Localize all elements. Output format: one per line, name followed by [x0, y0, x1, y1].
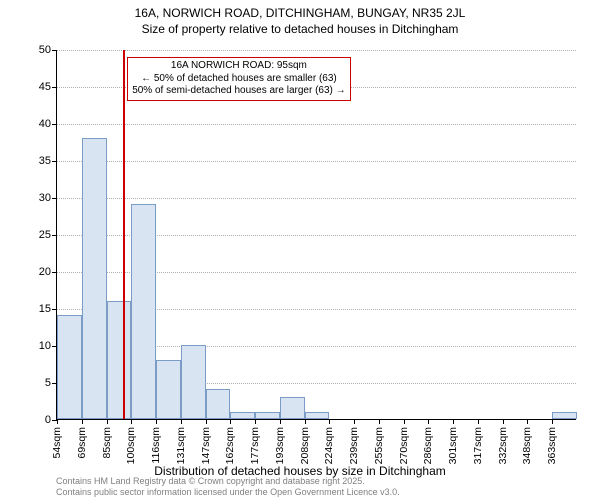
x-tick-mark [156, 419, 157, 424]
chart-area: 0510152025303540455054sqm69sqm85sqm100sq… [56, 50, 576, 420]
y-tick-mark [52, 198, 57, 199]
histogram-bar [552, 412, 577, 419]
annotation-box: 16A NORWICH ROAD: 95sqm← 50% of detached… [127, 57, 350, 101]
histogram-bar [305, 412, 330, 419]
x-tick-label: 116sqm [150, 427, 162, 464]
x-tick-label: 69sqm [76, 427, 88, 459]
x-tick-label: 348sqm [521, 427, 533, 464]
x-tick-mark [379, 419, 380, 424]
y-tick-label: 30 [39, 192, 51, 204]
x-tick-mark [478, 419, 479, 424]
x-tick-mark [329, 419, 330, 424]
y-tick-label: 45 [39, 81, 51, 93]
histogram-bar [107, 301, 132, 419]
chart-container: 16A, NORWICH ROAD, DITCHINGHAM, BUNGAY, … [0, 0, 600, 500]
y-tick-mark [52, 87, 57, 88]
x-tick-label: 131sqm [175, 427, 187, 464]
histogram-bar [206, 389, 231, 419]
histogram-bar [230, 412, 255, 419]
title-block: 16A, NORWICH ROAD, DITCHINGHAM, BUNGAY, … [0, 0, 600, 36]
x-tick-mark [280, 419, 281, 424]
x-tick-label: 177sqm [249, 427, 261, 464]
x-tick-mark [82, 419, 83, 424]
x-tick-label: 317sqm [472, 427, 484, 464]
x-tick-mark [404, 419, 405, 424]
annotation-line-3: 50% of semi-detached houses are larger (… [132, 85, 345, 98]
footer-line-1: Contains HM Land Registry data © Crown c… [56, 476, 400, 487]
x-tick-label: 147sqm [200, 427, 212, 464]
histogram-bar [131, 204, 156, 419]
x-tick-mark [354, 419, 355, 424]
x-tick-mark [131, 419, 132, 424]
x-tick-label: 286sqm [422, 427, 434, 464]
x-tick-mark [552, 419, 553, 424]
x-tick-label: 54sqm [51, 427, 63, 459]
x-tick-label: 208sqm [299, 427, 311, 464]
x-tick-mark [230, 419, 231, 424]
y-tick-label: 15 [39, 303, 51, 315]
x-tick-mark [503, 419, 504, 424]
histogram-bar [280, 397, 305, 419]
y-tick-label: 35 [39, 155, 51, 167]
x-tick-label: 301sqm [447, 427, 459, 464]
gridline [57, 161, 576, 162]
y-tick-label: 50 [39, 44, 51, 56]
y-tick-label: 5 [45, 377, 51, 389]
x-tick-label: 85sqm [101, 427, 113, 459]
y-tick-mark [52, 161, 57, 162]
gridline [57, 124, 576, 125]
reference-line [123, 50, 125, 419]
x-tick-mark [305, 419, 306, 424]
x-tick-label: 363sqm [546, 427, 558, 464]
y-tick-label: 25 [39, 229, 51, 241]
annotation-line-2: ← 50% of detached houses are smaller (63… [132, 73, 345, 86]
x-tick-mark [57, 419, 58, 424]
y-tick-mark [52, 235, 57, 236]
x-tick-label: 100sqm [125, 427, 137, 464]
x-tick-mark [428, 419, 429, 424]
y-tick-label: 20 [39, 266, 51, 278]
y-tick-mark [52, 124, 57, 125]
histogram-bar [57, 315, 82, 419]
x-tick-mark [453, 419, 454, 424]
x-tick-mark [107, 419, 108, 424]
x-tick-mark [255, 419, 256, 424]
y-tick-label: 0 [45, 414, 51, 426]
title-line-2: Size of property relative to detached ho… [0, 22, 600, 36]
histogram-bar [82, 138, 107, 419]
x-tick-mark [206, 419, 207, 424]
footer-attribution: Contains HM Land Registry data © Crown c… [56, 476, 400, 498]
x-tick-label: 193sqm [274, 427, 286, 464]
x-tick-label: 332sqm [497, 427, 509, 464]
y-tick-mark [52, 50, 57, 51]
x-tick-label: 239sqm [348, 427, 360, 464]
x-tick-mark [527, 419, 528, 424]
gridline [57, 198, 576, 199]
y-tick-label: 10 [39, 340, 51, 352]
footer-line-2: Contains public sector information licen… [56, 487, 400, 498]
y-tick-mark [52, 272, 57, 273]
y-tick-mark [52, 309, 57, 310]
x-tick-label: 162sqm [224, 427, 236, 464]
annotation-line-1: 16A NORWICH ROAD: 95sqm [132, 60, 345, 73]
plot-area: 0510152025303540455054sqm69sqm85sqm100sq… [56, 50, 576, 420]
histogram-bar [156, 360, 181, 419]
x-tick-label: 255sqm [373, 427, 385, 464]
gridline [57, 50, 576, 51]
x-tick-mark [181, 419, 182, 424]
histogram-bar [181, 345, 206, 419]
histogram-bar [255, 412, 280, 419]
x-tick-label: 224sqm [323, 427, 335, 464]
x-tick-label: 270sqm [398, 427, 410, 464]
y-tick-label: 40 [39, 118, 51, 130]
title-line-1: 16A, NORWICH ROAD, DITCHINGHAM, BUNGAY, … [0, 6, 600, 20]
